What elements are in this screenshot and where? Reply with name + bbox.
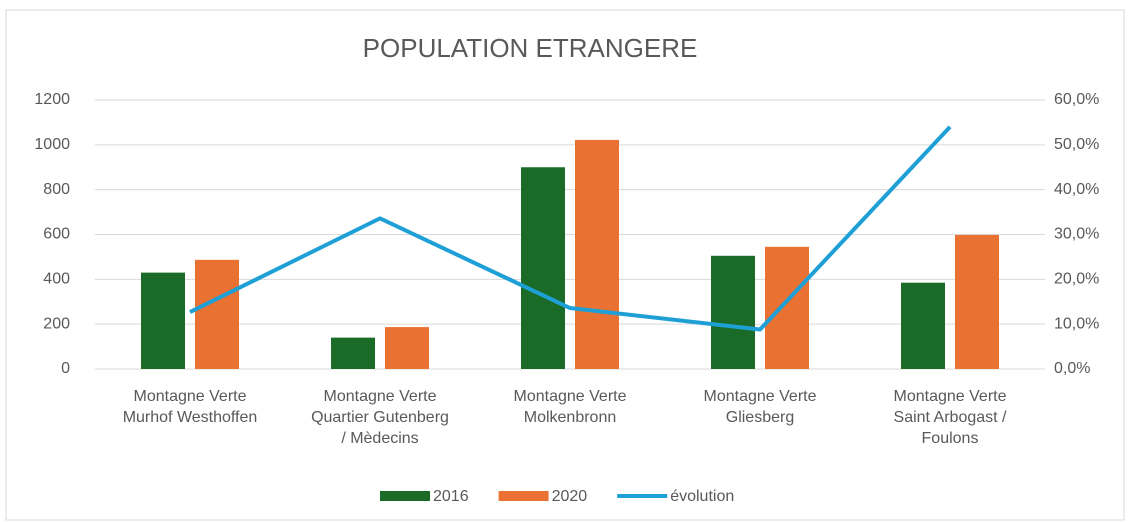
y2-tick-label: 0,0% [1054,360,1090,377]
y-tick-label: 0 [61,360,70,377]
y2-tick-label: 50,0% [1054,136,1099,153]
bar [385,327,429,369]
legend-swatch [498,491,549,501]
y-tick-label: 1200 [34,91,70,108]
bar [955,234,999,369]
x-tick-label: Montagne Verte Quartier Gutenberg / Mède… [311,388,449,447]
bar [575,139,619,369]
x-tick-label: Montagne Verte Saint Arbogast / Foulons [893,388,1007,447]
bar [711,255,755,369]
x-tick-label: Montagne Verte Gliesberg [703,388,817,426]
bar [331,337,375,369]
legend-label: 2016 [433,488,469,505]
bar [765,246,809,369]
chart-title: POPULATION ETRANGERE [363,33,698,63]
y2-tick-label: 20,0% [1054,271,1099,288]
y-tick-label: 400 [43,271,70,288]
legend-label: évolution [670,488,734,505]
y2-tick-label: 10,0% [1054,315,1099,332]
legend-swatch [380,491,430,501]
y2-tick-label: 30,0% [1054,226,1099,243]
y2-tick-label: 40,0% [1054,181,1099,198]
y-tick-label: 800 [43,181,70,198]
y-tick-label: 600 [43,226,70,243]
bar [195,259,239,369]
y-tick-label: 1000 [34,136,70,153]
bar [141,272,185,369]
y2-tick-label: 60,0% [1054,91,1099,108]
bar [521,167,565,369]
x-tick-label: Montagne Verte Murhof Westhoffen [122,388,258,426]
bar [901,282,945,369]
y-tick-label: 200 [43,315,70,332]
chart-border [5,9,1125,521]
x-tick-label: Montagne Verte Molkenbronn [513,388,627,426]
legend-label: 2020 [552,488,588,505]
line [189,125,952,332]
